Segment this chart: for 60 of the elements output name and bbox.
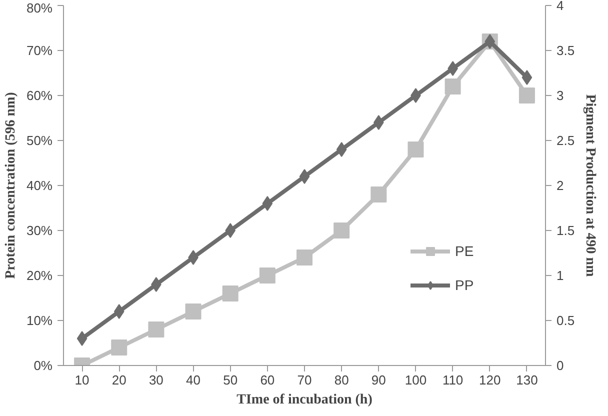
x-axis-title: TIme of incubation (h): [236, 392, 373, 408]
y2-tick-label: 4: [556, 0, 564, 13]
x-tick-label: 50: [223, 372, 238, 388]
point: [373, 115, 384, 130]
point: [370, 186, 387, 202]
y2-tick-label: 3: [556, 88, 564, 103]
point: [188, 250, 198, 265]
point: [111, 340, 128, 356]
point: [299, 169, 310, 184]
y-tick-label: 0%: [34, 358, 53, 373]
x-tick-label: 20: [112, 372, 126, 388]
y-tick-label: 20%: [26, 268, 53, 283]
legend-label: PP: [455, 277, 475, 293]
y-tick-label: 70%: [26, 43, 53, 58]
point: [484, 34, 496, 49]
y-tick-label: 60%: [26, 88, 53, 103]
point: [334, 222, 350, 238]
x-tick-label: 70: [297, 372, 312, 388]
point: [522, 70, 532, 85]
point: [76, 331, 88, 346]
point: [408, 142, 424, 158]
point: [225, 223, 236, 238]
y2-tick-label: 0: [556, 358, 564, 373]
y2-tick-label: 1.5: [556, 223, 575, 238]
y-tick-label: 50%: [26, 133, 53, 148]
y-tick-label: 40%: [26, 178, 53, 193]
x-tick-label: 30: [148, 372, 164, 388]
point: [410, 88, 421, 103]
x-tick-label: 100: [404, 372, 427, 388]
x-tick-label: 120: [479, 372, 501, 388]
y-tick-label: 10%: [26, 313, 53, 328]
x-tick-label: 10: [74, 372, 90, 388]
y-tick-label: 80%: [26, 0, 53, 16]
point: [114, 304, 124, 319]
point: [336, 142, 347, 157]
point: [151, 277, 162, 292]
x-tick-label: 60: [260, 372, 275, 388]
point: [222, 286, 238, 302]
x-tick-label: 40: [186, 372, 201, 388]
y2-tick-label: 2.5: [556, 133, 575, 148]
legend-label: PE: [455, 243, 475, 259]
y2-tick-label: 1: [556, 268, 564, 283]
y2-tick-label: 0.5: [556, 313, 575, 328]
y2-tick-label: 2: [556, 178, 564, 193]
y2-axis-title: Pigment Production at 490 nm: [582, 94, 598, 278]
y2-tick-label: 3.5: [556, 43, 575, 58]
y-axis-title: Protein concentration (596 nm): [3, 92, 18, 279]
y-tick-label: 30%: [26, 223, 53, 238]
x-tick-label: 80: [334, 372, 349, 388]
point: [444, 78, 461, 94]
point: [262, 196, 273, 211]
point: [148, 322, 164, 338]
x-tick-label: 130: [516, 372, 538, 388]
point: [296, 250, 312, 266]
x-tick-label: 110: [442, 372, 464, 388]
point: [518, 88, 535, 104]
point: [185, 304, 202, 320]
x-tick-label: 90: [371, 372, 386, 388]
point: [448, 61, 458, 76]
point: [259, 268, 276, 284]
